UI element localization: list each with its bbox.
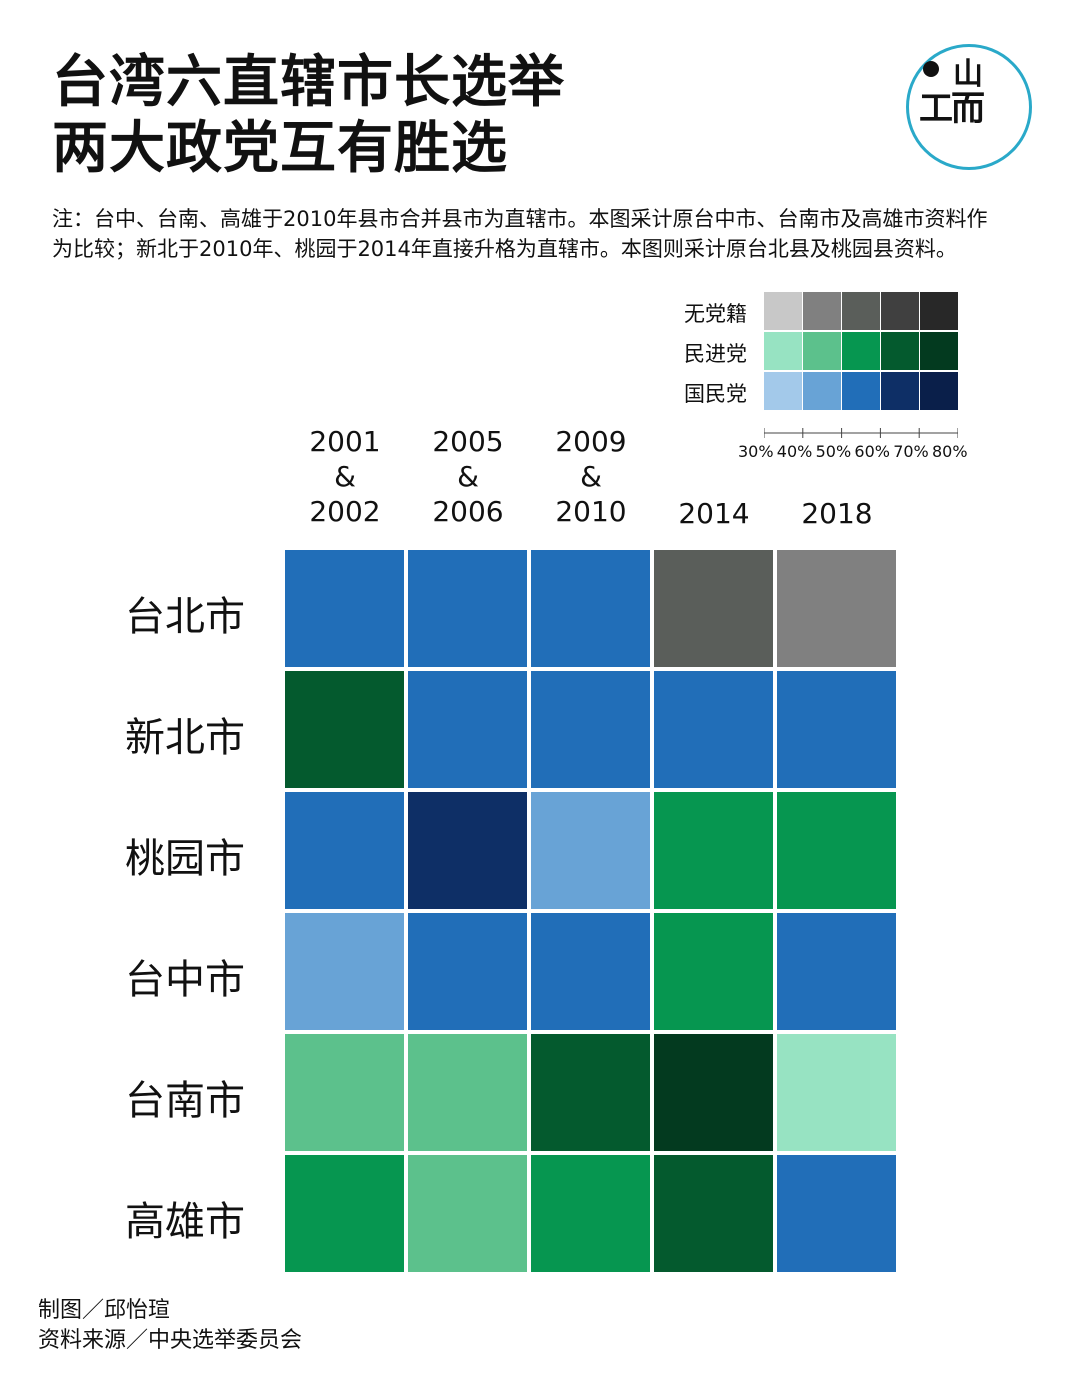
heatmap-cell-1-1 xyxy=(408,671,527,788)
heatmap-cell-5-0 xyxy=(285,1155,404,1272)
legend-axis xyxy=(764,428,958,438)
legend-swatch-kmt-0 xyxy=(764,372,802,410)
heatmap-cell-3-2 xyxy=(531,913,650,1030)
heatmap-cell-2-4 xyxy=(777,792,896,909)
heatmap-cell-3-0 xyxy=(285,913,404,1030)
legend-label-dpp: 民进党 xyxy=(684,342,747,366)
heatmap-cell-1-0 xyxy=(285,671,404,788)
heatmap-cell-0-3 xyxy=(654,550,773,667)
heatmap-cell-1-4 xyxy=(777,671,896,788)
row-label-4: 台南市 xyxy=(125,1078,245,1124)
logo-glyph-right: 而 xyxy=(951,89,985,129)
credit-source: 资料来源／中央选举委员会 xyxy=(38,1328,303,1353)
row-label-2: 桃园市 xyxy=(125,836,245,882)
legend-swatch-none-4 xyxy=(920,292,958,330)
row-label-3: 台中市 xyxy=(125,957,245,1003)
year-label-line: 2014 xyxy=(678,497,750,530)
logo-dot xyxy=(923,61,939,77)
heatmap-cell-2-2 xyxy=(531,792,650,909)
year-label-3: 2014 xyxy=(654,496,774,531)
heatmap-cell-2-0 xyxy=(285,792,404,909)
year-label-4: 2018 xyxy=(777,496,897,531)
heatmap-cell-1-3 xyxy=(654,671,773,788)
legend-swatch-none-3 xyxy=(881,292,919,330)
legend-swatch-dpp-0 xyxy=(764,332,802,370)
row-label-1: 新北市 xyxy=(125,715,245,761)
legend-swatch-kmt-1 xyxy=(803,372,841,410)
legend-swatch-kmt-2 xyxy=(842,372,880,410)
row-label-5: 高雄市 xyxy=(125,1199,245,1245)
legend-swatch-kmt-4 xyxy=(920,372,958,410)
legend-swatch-none-0 xyxy=(764,292,802,330)
year-label-2: 2009 & 2010 xyxy=(531,424,651,529)
heatmap-cell-3-4 xyxy=(777,913,896,1030)
year-label-0: 2001 & 2002 xyxy=(285,424,405,529)
title-line-2: 两大政党互有胜选 xyxy=(52,116,508,181)
legend-tick-label-0: 30% xyxy=(738,442,774,461)
year-label-1: 2005 & 2006 xyxy=(408,424,528,529)
legend-swatch-dpp-2 xyxy=(842,332,880,370)
heatmap-cell-0-4 xyxy=(777,550,896,667)
legend-label-none: 无党籍 xyxy=(684,302,747,326)
heatmap-cell-4-0 xyxy=(285,1034,404,1151)
heatmap-cell-4-2 xyxy=(531,1034,650,1151)
legend-swatch-dpp-3 xyxy=(881,332,919,370)
logo-glyph-left: 工 xyxy=(919,89,953,129)
year-label-line: 2005 xyxy=(432,425,504,458)
legend-swatch-none-1 xyxy=(803,292,841,330)
heatmap-cell-5-2 xyxy=(531,1155,650,1272)
year-label-line: 2001 xyxy=(309,425,381,458)
legend-label-kmt: 国民党 xyxy=(684,382,747,406)
legend-swatch-kmt-3 xyxy=(881,372,919,410)
heatmap-cell-4-3 xyxy=(654,1034,773,1151)
legend-tick-label-3: 60% xyxy=(854,442,890,461)
legend-swatch-dpp-4 xyxy=(920,332,958,370)
heatmap-cell-2-1 xyxy=(408,792,527,909)
heatmap-cell-1-2 xyxy=(531,671,650,788)
year-label-line: & xyxy=(457,460,479,493)
legend-tick-label-1: 40% xyxy=(776,442,813,461)
row-label-0: 台北市 xyxy=(125,594,245,640)
legend-tick-label-5: 80% xyxy=(932,442,968,461)
legend-swatch-none-2 xyxy=(842,292,880,330)
legend-tick-label-4: 70% xyxy=(893,442,929,461)
year-label-line: 2002 xyxy=(309,495,381,528)
title-line-1: 台湾六直辖市长选举 xyxy=(52,50,565,115)
heatmap-cell-5-1 xyxy=(408,1155,527,1272)
legend-tick-label-2: 50% xyxy=(815,442,852,461)
chart-title: 台湾六直辖市长选举 两大政党互有胜选 xyxy=(52,50,565,182)
legend-swatch-dpp-1 xyxy=(803,332,841,370)
year-label-line: 2009 xyxy=(555,425,627,458)
heatmap-cell-4-1 xyxy=(408,1034,527,1151)
heatmap-cell-0-2 xyxy=(531,550,650,667)
heatmap-cell-3-1 xyxy=(408,913,527,1030)
brand-logo: 山 工 而 xyxy=(906,44,1032,170)
heatmap-cell-4-4 xyxy=(777,1034,896,1151)
year-label-line: 2018 xyxy=(801,497,873,530)
year-label-line: 2006 xyxy=(432,495,504,528)
heatmap-cell-5-3 xyxy=(654,1155,773,1272)
credit-maker: 制图／邱怡瑄 xyxy=(38,1298,171,1323)
chart-note: 注：台中、台南、高雄于2010年县市合并县市为直辖市。本图采计原台中市、台南市及… xyxy=(52,207,988,261)
year-label-line: & xyxy=(334,460,356,493)
year-label-line: 2010 xyxy=(555,495,627,528)
heatmap-cell-2-3 xyxy=(654,792,773,909)
logo-glyph-top: 山 xyxy=(953,57,983,92)
heatmap-cell-0-0 xyxy=(285,550,404,667)
heatmap-cell-5-4 xyxy=(777,1155,896,1272)
heatmap-cell-0-1 xyxy=(408,550,527,667)
heatmap-cell-3-3 xyxy=(654,913,773,1030)
year-label-line: & xyxy=(580,460,602,493)
